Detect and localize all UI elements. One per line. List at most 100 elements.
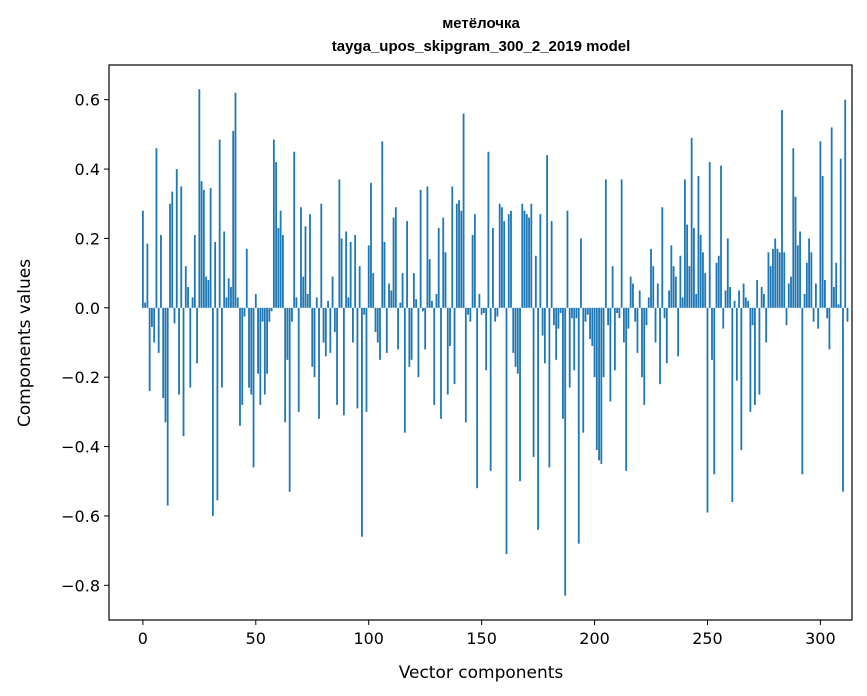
bar (397, 307, 399, 350)
bar (557, 307, 560, 329)
bar (245, 248, 248, 308)
bar (552, 307, 555, 326)
bar (187, 287, 189, 308)
bar (663, 307, 666, 319)
bar (320, 203, 323, 308)
y-axis-ticks: 0.6 0.4 0.2 0.0 −0.2 −0.4 −0.6 −0.8 (61, 91, 109, 595)
bar (306, 293, 309, 308)
bar (272, 139, 275, 308)
bar (385, 307, 388, 353)
bar (388, 283, 390, 308)
bar (548, 307, 551, 468)
bar (501, 207, 503, 308)
bar (358, 266, 361, 308)
bar (162, 307, 165, 398)
bar (833, 287, 835, 308)
bar (618, 307, 621, 319)
bar (227, 278, 230, 308)
bar (507, 214, 510, 308)
bar (281, 234, 284, 308)
bar (753, 307, 756, 405)
bar (643, 307, 646, 405)
bar (837, 304, 840, 308)
bar (442, 217, 445, 308)
bar (539, 214, 542, 308)
bar (623, 307, 625, 343)
bar (821, 176, 824, 308)
bar (241, 307, 244, 405)
bar (482, 307, 485, 314)
chart-title: метёлочка (442, 15, 520, 32)
y-tick-label: 0.4 (75, 160, 100, 179)
bar (706, 307, 709, 513)
bar (279, 210, 282, 308)
bar (756, 280, 759, 308)
bar (611, 266, 614, 308)
bar (352, 307, 354, 343)
bar (211, 307, 214, 516)
bar (428, 259, 431, 308)
bar (681, 297, 684, 308)
bar (151, 307, 153, 327)
bar (589, 307, 591, 340)
bar (708, 162, 711, 308)
bar (711, 307, 713, 360)
bar (248, 307, 250, 388)
bar (259, 307, 262, 405)
x-axis-label: Vector components (399, 663, 564, 683)
bar (785, 307, 788, 326)
x-tick-label: 200 (579, 629, 610, 648)
bar (234, 92, 237, 308)
bar (819, 141, 822, 308)
bar (175, 169, 178, 308)
bar (575, 307, 578, 319)
bar (661, 207, 664, 308)
bar (582, 307, 585, 433)
bar (722, 307, 725, 329)
bar (394, 207, 397, 308)
bar (392, 217, 395, 308)
bar (598, 307, 600, 461)
bar (600, 307, 603, 464)
bar (390, 290, 393, 308)
bar (796, 245, 799, 308)
bar (519, 307, 521, 482)
bar (749, 307, 752, 412)
bar (717, 255, 720, 308)
bar (586, 307, 589, 315)
bar (767, 252, 770, 308)
bar (184, 266, 187, 308)
bar (634, 307, 637, 322)
bar (200, 181, 203, 308)
bar (814, 283, 817, 308)
bar (266, 307, 268, 374)
bar (225, 297, 228, 308)
bar (740, 307, 743, 451)
bar (546, 155, 549, 308)
bar (609, 307, 612, 402)
bar (207, 280, 210, 308)
bar (776, 248, 779, 308)
bar (846, 307, 849, 322)
x-tick-label: 250 (692, 629, 723, 648)
bar (489, 307, 492, 471)
bar (686, 224, 689, 308)
bar (584, 307, 587, 322)
bar (562, 307, 564, 419)
bar (726, 238, 729, 308)
bar (333, 307, 336, 333)
bar (406, 221, 409, 308)
x-tick-label: 50 (246, 629, 266, 648)
bar (433, 307, 436, 405)
bar (146, 243, 149, 308)
bar (512, 307, 515, 353)
bar (758, 307, 761, 395)
bar (460, 210, 463, 308)
bar (324, 307, 327, 357)
bar (571, 307, 573, 319)
bar (593, 307, 596, 378)
bar (315, 297, 318, 308)
bar (510, 210, 512, 308)
bar (449, 307, 451, 346)
bar (153, 307, 156, 343)
